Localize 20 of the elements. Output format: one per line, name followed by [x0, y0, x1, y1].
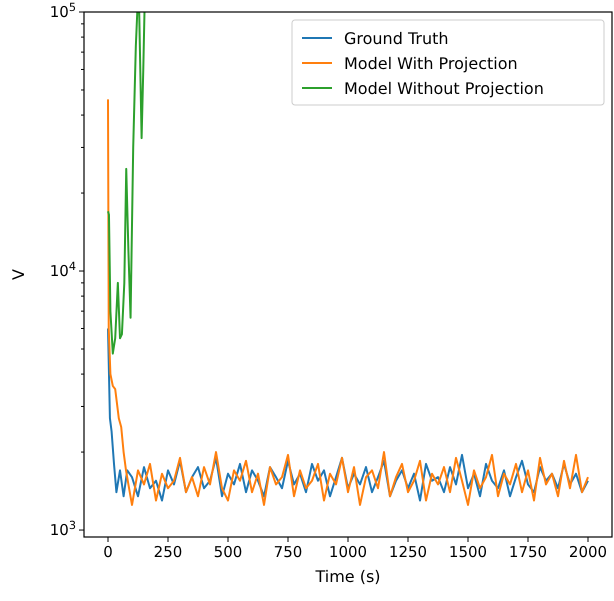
x-tick-label: 250	[154, 543, 182, 561]
legend-label: Ground Truth	[344, 29, 448, 48]
x-axis-title: Time (s)	[314, 567, 381, 586]
legend-label: Model Without Projection	[344, 79, 544, 98]
line-series	[107, 12, 146, 355]
y-tick-label: 10$^{3}$	[50, 518, 76, 540]
x-tick-label: 1250	[388, 543, 428, 561]
y-axis-title: V	[9, 268, 28, 280]
y-tick-label: 10$^{4}$	[50, 260, 76, 280]
line-series	[107, 98, 589, 506]
x-tick-label: 2000	[568, 543, 608, 561]
line-series	[107, 327, 589, 502]
legend-label: Model With Projection	[344, 54, 518, 73]
y-tick-label: 10$^{5}$	[50, 0, 76, 21]
x-tick-label: 750	[274, 543, 302, 561]
x-tick-label: 1500	[448, 543, 488, 561]
x-tick-label: 500	[214, 543, 242, 561]
x-tick-label: 1750	[508, 543, 548, 561]
x-tick-label: 0	[103, 543, 113, 561]
x-tick-label: 1000	[328, 543, 368, 561]
